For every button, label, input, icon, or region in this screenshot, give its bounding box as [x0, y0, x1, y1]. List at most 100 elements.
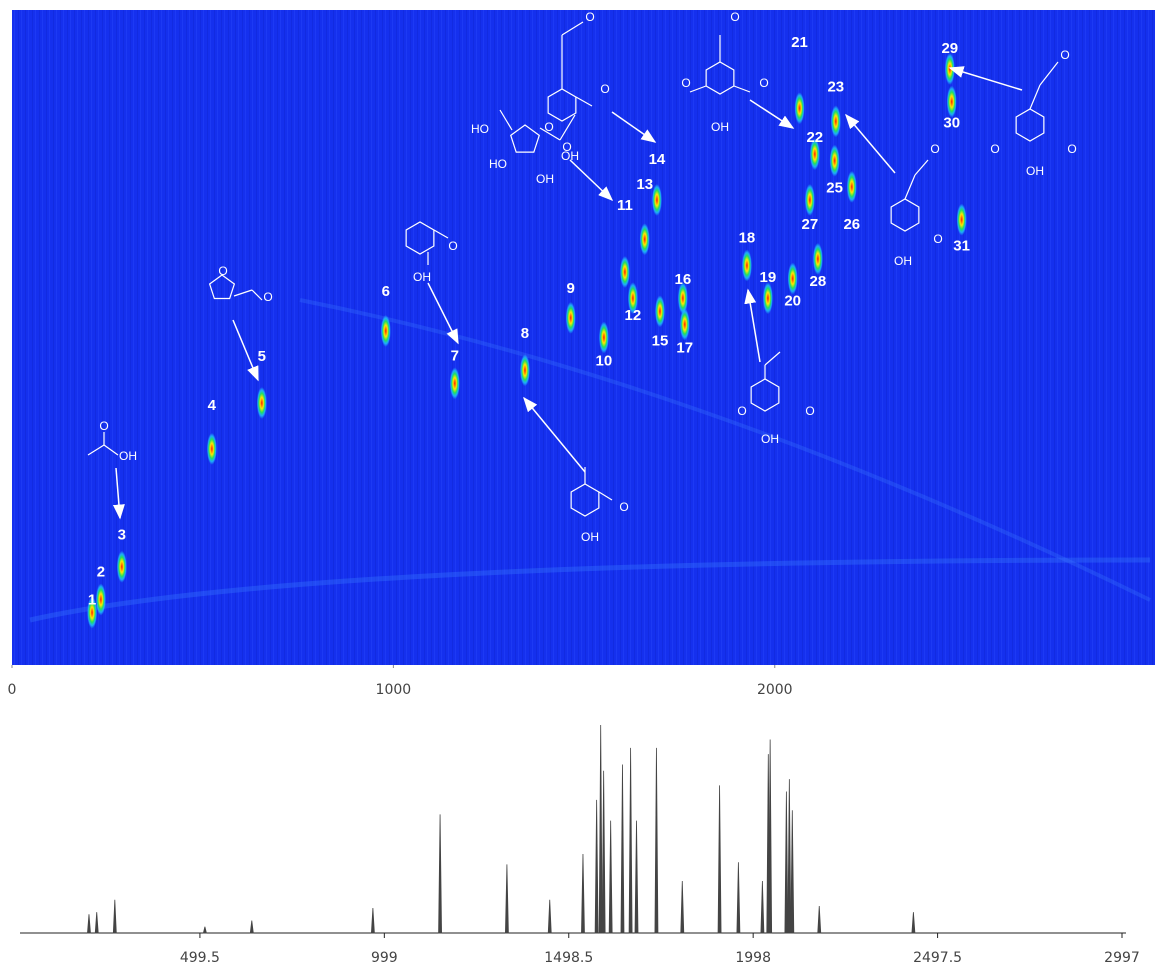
arrow — [611, 111, 657, 143]
peak — [794, 92, 805, 125]
structure-label: O — [930, 142, 939, 156]
peak — [519, 354, 530, 387]
structure-label: O — [544, 120, 553, 134]
peak-label: 4 — [208, 397, 217, 414]
peak — [594, 799, 599, 934]
bond — [87, 444, 105, 456]
peak-label: 11 — [617, 197, 633, 214]
arrow — [112, 467, 125, 520]
structure-label: O — [218, 264, 227, 278]
peak — [249, 920, 254, 934]
band — [299, 298, 1151, 602]
peak-label: 1 — [88, 592, 96, 609]
structure-label: O — [448, 239, 457, 253]
bond — [904, 174, 916, 200]
peak-label: 17 — [676, 339, 693, 356]
structure-label: O — [990, 142, 999, 156]
arrow — [232, 319, 259, 382]
peak — [639, 223, 650, 256]
band — [29, 557, 1151, 623]
peak — [505, 864, 509, 934]
peak — [829, 144, 840, 177]
structure: O O OH O — [948, 48, 1077, 178]
peak — [651, 183, 662, 216]
peak — [768, 739, 773, 934]
peak — [547, 899, 552, 934]
bond — [233, 289, 253, 297]
peak — [946, 85, 957, 118]
peak-label: 31 — [953, 238, 970, 255]
peak-label: 9 — [567, 280, 575, 297]
structure-label: OH — [561, 149, 579, 163]
peak — [809, 138, 820, 171]
x-tick-label: 499.5 — [180, 950, 220, 966]
peak-label: 3 — [118, 527, 126, 544]
peak — [830, 105, 841, 138]
peak — [565, 301, 576, 334]
peak — [87, 914, 91, 934]
x-tick-label: 999 — [371, 950, 398, 966]
peak — [817, 905, 822, 934]
arrow — [749, 99, 795, 129]
ring — [208, 274, 236, 300]
structure-label: O — [933, 232, 942, 246]
peak — [112, 899, 117, 934]
peak — [628, 747, 633, 934]
x-tick-label: 1000 — [376, 682, 412, 698]
structure-label: O — [619, 500, 628, 514]
peak — [717, 785, 722, 934]
structure-label: O — [600, 82, 609, 96]
peak — [679, 308, 690, 341]
structure-label: O — [99, 419, 108, 433]
x-tick-label: 2000 — [757, 682, 793, 698]
peak — [787, 779, 792, 934]
peak — [581, 853, 585, 934]
structure: OO — [208, 264, 273, 382]
ring — [547, 88, 577, 122]
peak — [784, 791, 789, 934]
peak — [741, 249, 752, 282]
structure-label: OH — [1026, 164, 1044, 178]
structure-label: HO — [471, 122, 489, 136]
peak-label: 28 — [810, 273, 827, 290]
structure-label: O — [1067, 142, 1076, 156]
structure-label: O — [263, 290, 272, 304]
structure-label: O — [562, 140, 571, 154]
peak — [911, 912, 916, 934]
structure-label: OH — [413, 270, 431, 284]
peak — [449, 367, 460, 400]
peak — [202, 926, 207, 934]
chromatogram: 499.5 999 1498.5 1998 2497.5 2997 — [20, 724, 1140, 966]
ring — [1015, 108, 1045, 142]
peak — [680, 880, 685, 934]
peak — [438, 814, 442, 934]
peak — [116, 550, 127, 583]
peak — [601, 770, 606, 934]
structure-label: O — [805, 404, 814, 418]
structure: O OH O — [845, 113, 943, 268]
contour-plot: 0 1000 20001234567891011121314151617181920… — [8, 10, 1155, 698]
x-tick-label: 2497.5 — [913, 950, 962, 966]
peak-label: 30 — [943, 115, 960, 132]
structure-label: OH — [894, 254, 912, 268]
structure-label: O — [737, 404, 746, 418]
peak-label: 14 — [649, 151, 666, 168]
bond — [1039, 61, 1059, 86]
peak-label: 26 — [843, 216, 860, 233]
peak — [619, 256, 630, 288]
structure-label: OH — [761, 432, 779, 446]
peak-label: 8 — [521, 325, 529, 342]
arrow — [523, 396, 586, 473]
arrow — [427, 282, 459, 345]
structure: O OH — [87, 419, 137, 520]
peak — [87, 596, 98, 629]
bond — [1029, 84, 1041, 110]
peak — [677, 282, 688, 315]
structure-label: OH — [119, 449, 137, 463]
x-tick-label: 1998 — [735, 950, 771, 966]
bond — [433, 229, 449, 239]
peak — [812, 242, 823, 275]
peak — [956, 203, 967, 236]
peak-label: 18 — [739, 229, 756, 246]
